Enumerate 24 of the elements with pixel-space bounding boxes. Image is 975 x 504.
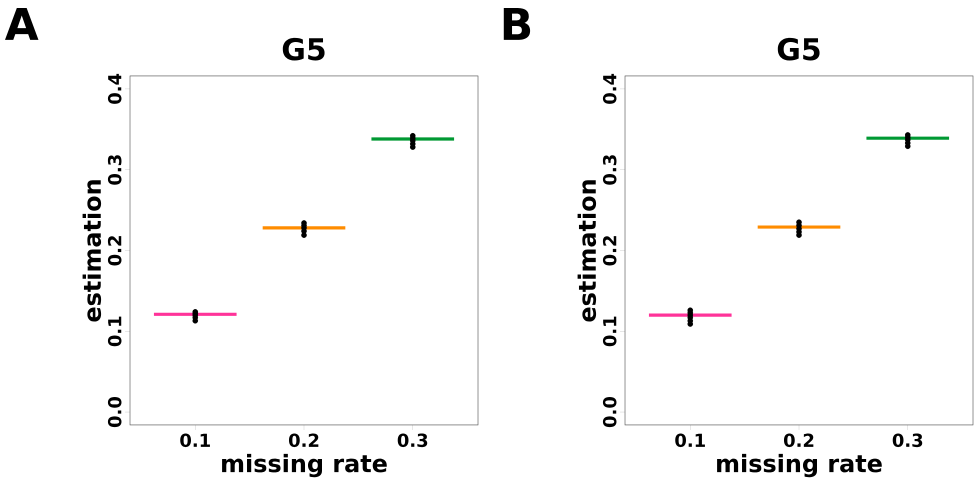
y-axis-title: estimation xyxy=(578,180,596,322)
chart-title: G5 xyxy=(282,38,325,60)
y-tick-label: 0.2 xyxy=(108,236,122,266)
y-axis-title: estimation xyxy=(82,180,102,322)
x-tick-label: 0.3 xyxy=(398,434,428,448)
x-tick-label: 0.2 xyxy=(784,434,814,448)
y-tick-label: 0.4 xyxy=(108,74,122,104)
text: B xyxy=(504,8,530,40)
y-tick-label: 0.3 xyxy=(108,155,122,185)
x-axis-title: missing rate xyxy=(222,454,387,478)
y-tick-label: 0.0 xyxy=(108,397,122,428)
y-tick-label: 0.0 xyxy=(602,397,616,428)
chart-title: G5 xyxy=(778,38,820,60)
x-axis-title: missing rate xyxy=(717,454,882,478)
x-tick-label: 0.1 xyxy=(675,434,705,448)
y-tick-label: 0.1 xyxy=(108,316,122,346)
y-tick-label: 0.4 xyxy=(602,74,616,104)
x-tick-label: 0.3 xyxy=(892,434,922,448)
text: A xyxy=(4,8,38,40)
x-tick-label: 0.1 xyxy=(180,434,210,448)
y-tick-label: 0.1 xyxy=(602,316,616,346)
x-tick-label: 0.2 xyxy=(288,434,318,448)
y-tick-label: 0.2 xyxy=(602,236,616,266)
y-tick-label: 0.3 xyxy=(602,155,616,185)
